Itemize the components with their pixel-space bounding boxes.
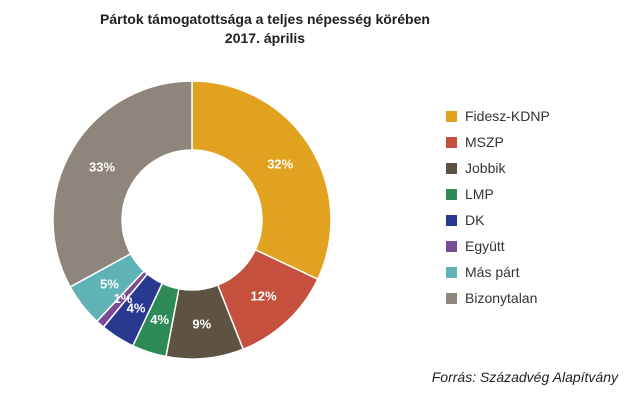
- legend-swatch: [446, 214, 457, 226]
- value-label-jobbik: 9%: [192, 317, 211, 332]
- slice-bizonytalan: [52, 80, 193, 288]
- legend-label: DK: [465, 212, 485, 228]
- legend-swatch: [446, 188, 457, 200]
- legend-item-m-s-p-rt: Más párt: [446, 259, 636, 285]
- legend-label: Más párt: [465, 264, 520, 280]
- slice-fidesz-kdnp: [191, 80, 332, 281]
- legend-item-fidesz-kdnp: Fidesz-KDNP: [446, 103, 636, 129]
- legend-swatch: [446, 266, 457, 278]
- legend-item-mszp: MSZP: [446, 129, 636, 155]
- value-label-bizonytalan: 33%: [89, 159, 115, 174]
- legend-item-lmp: LMP: [446, 181, 636, 207]
- legend-swatch: [446, 292, 457, 304]
- legend-swatch: [446, 162, 457, 174]
- legend-item-dk: DK: [446, 207, 636, 233]
- donut-value-labels: 32%12%9%4%4%1%5%33%: [89, 157, 294, 332]
- legend-label: Bizonytalan: [465, 290, 538, 306]
- legend-label: Együtt: [465, 238, 505, 254]
- value-label-fidesz-kdnp: 32%: [267, 157, 293, 172]
- chart-title: Pártok támogatottsága a teljes népesség …: [100, 11, 430, 27]
- legend: Fidesz-KDNP MSZP Jobbik LMP DK Együtt Más párt…: [446, 103, 636, 311]
- legend-label: LMP: [465, 186, 494, 202]
- chart-title-block: Pártok támogatottsága a teljes népesség …: [0, 10, 530, 48]
- value-label-egy-tt: 1%: [113, 291, 132, 306]
- value-label-dk: 4%: [127, 301, 146, 316]
- legend-item-bizonytalan: Bizonytalan: [446, 285, 636, 311]
- legend-label: Fidesz-KDNP: [465, 108, 550, 124]
- legend-swatch: [446, 110, 457, 122]
- legend-swatch: [446, 136, 457, 148]
- legend-item-jobbik: Jobbik: [446, 155, 636, 181]
- source-note: Forrás: Századvég Alapítvány: [431, 369, 618, 385]
- legend-label: Jobbik: [465, 160, 506, 176]
- donut-slices: [52, 80, 332, 360]
- chart-subtitle: 2017. április: [224, 30, 306, 46]
- value-label-mszp: 12%: [251, 289, 277, 304]
- legend-swatch: [446, 240, 457, 252]
- legend-item-egy-tt: Együtt: [446, 233, 636, 259]
- value-label-m-s-p-rt: 5%: [100, 277, 119, 292]
- legend-label: MSZP: [465, 134, 504, 150]
- value-label-lmp: 4%: [150, 312, 169, 327]
